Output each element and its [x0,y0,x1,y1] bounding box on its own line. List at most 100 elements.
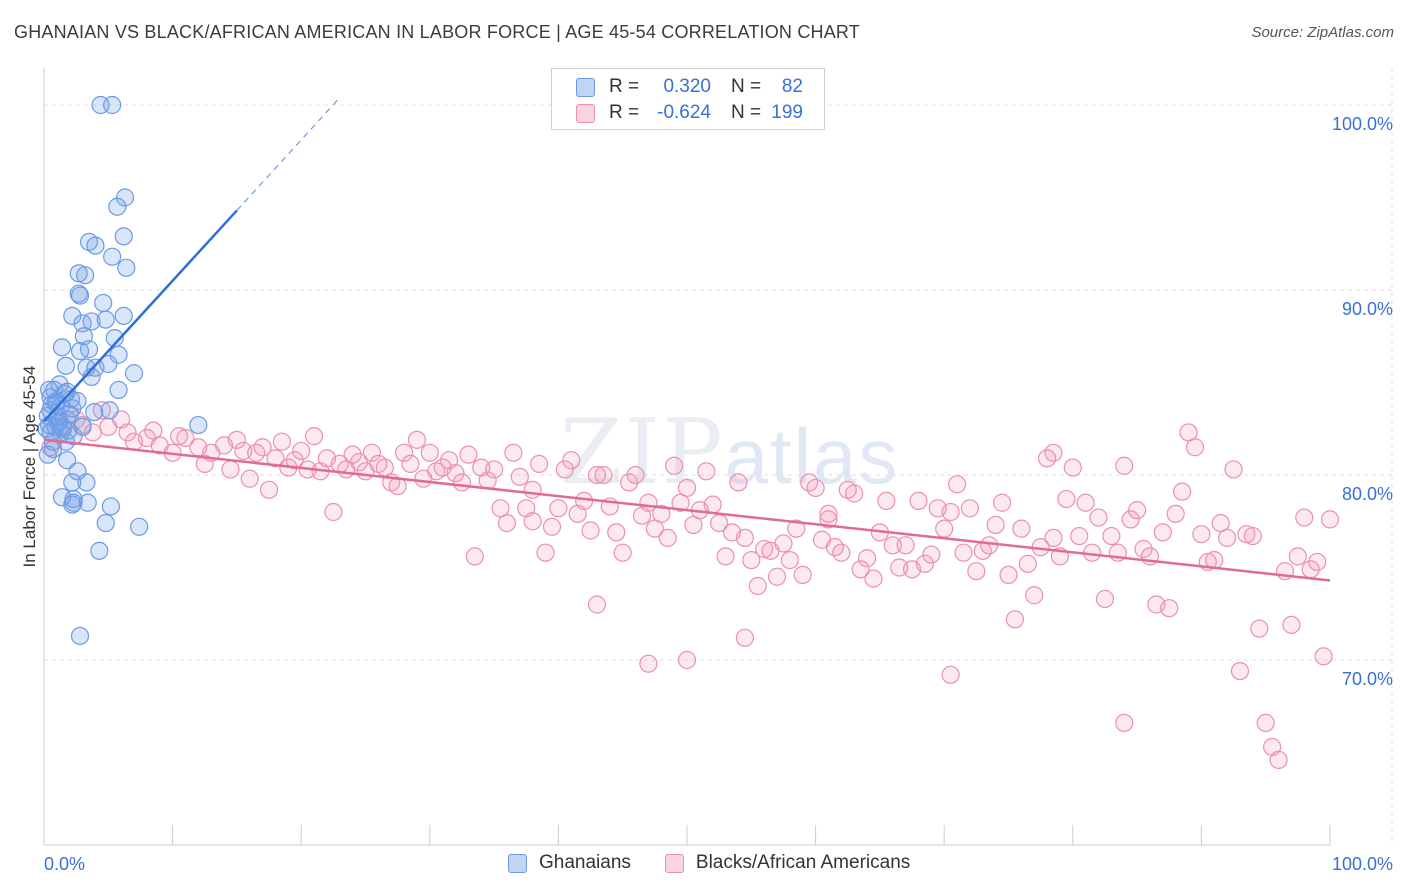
data-point-black [504,443,523,462]
data-point-black [542,517,562,536]
data-point-ghanaian [99,354,118,374]
data-point-ghanaian [86,236,105,255]
data-point-black [176,428,195,448]
data-point-black [420,443,439,462]
data-point-black [1095,589,1115,609]
y-tick-label: 80.0% [1342,484,1393,504]
data-point-ghanaian [103,247,122,266]
data-point-black [1005,610,1025,629]
data-point-black [1166,504,1185,523]
data-point-black [240,469,259,488]
data-point-black [253,438,272,457]
data-point-black [1115,456,1134,475]
data-point-black [594,465,613,485]
legend-r-label: R = [609,76,640,97]
data-point-black [285,451,304,470]
data-point-black [954,543,973,562]
legend-swatch-pink [576,103,595,123]
data-point-ghanaian [69,264,88,283]
data-point-black [1018,554,1037,573]
data-point-black [864,569,883,588]
data-point-black [1250,619,1269,638]
data-point-ghanaian [101,497,120,516]
data-point-black [401,454,420,473]
data-point-black [1102,526,1121,546]
data-point-black [259,480,279,499]
data-point-black [806,478,825,498]
legend-n-value: 199 [771,102,803,123]
data-point-ghanaian [79,340,99,359]
data-point-black [915,554,935,573]
data-point-black [1192,525,1211,544]
data-point-ghanaian [40,380,59,399]
data-point-ghanaian [76,266,95,285]
data-point-black [465,547,484,566]
data-point-black [523,480,542,499]
data-point-black [1314,647,1333,666]
axes [43,68,1331,846]
data-point-black [947,475,967,494]
legend-item-blacks[interactable]: Blacks/African Americans [664,852,910,874]
y-tick-label: 90.0% [1342,299,1393,319]
data-point-black [620,473,639,492]
data-point-black [343,445,362,464]
data-point-black [748,576,767,596]
legend-swatch-pink [664,853,684,873]
data-point-black [845,484,864,503]
data-point-black [1288,547,1307,566]
data-point-black [549,499,568,518]
data-point-black [587,595,607,614]
data-point-black [221,460,240,479]
data-point-ghanaian [96,513,115,533]
data-point-ghanaian [108,197,127,216]
data-point-black [510,467,529,486]
data-point-ghanaian [78,493,97,512]
legend-label-ghanaians: Ghanaians [539,852,631,873]
data-point-ghanaian [85,403,104,422]
data-point-black [665,456,684,475]
source-label[interactable]: Source: ZipAtlas.com [1251,24,1394,41]
data-point-ghanaian [96,310,115,329]
data-point-black [851,560,870,579]
data-point-black [909,491,928,510]
data-point-ghanaian [73,314,92,333]
data-point-black [1057,489,1076,509]
data-point-black [626,465,645,485]
data-point-black [349,452,369,472]
trend-lines [43,97,1331,582]
data-point-black [767,567,787,586]
legend-item-ghanaians[interactable]: Ghanaians [508,852,631,874]
data-point-black [999,565,1018,585]
data-point-black [407,430,427,449]
data-point-black [266,449,285,468]
data-point-black [857,549,877,568]
y-tick-label: 100.0% [1332,114,1393,134]
data-point-black [607,523,626,542]
data-point-black [787,519,806,538]
data-point-black [729,473,748,492]
x-tick-label: 100.0% [1332,854,1393,874]
data-point-black [195,454,214,473]
data-point-black [793,565,812,585]
data-point-ghanaian [117,258,136,277]
data-point-ghanaian [130,517,149,536]
data-point-black [742,550,761,570]
data-point-black [1230,661,1250,681]
data-point-black [819,510,838,529]
data-point-black [703,495,722,514]
data-point-black [1160,599,1179,618]
data-point-black [774,534,793,553]
data-point-ghanaian [73,417,92,436]
data-point-black [941,502,960,522]
data-point-black [1282,615,1301,634]
data-point-ghanaian [100,401,119,420]
data-point-black [1070,526,1089,546]
data-point-black [118,423,137,442]
data-point-ghanaian [82,312,101,331]
data-point-black [658,528,677,548]
data-point-black [716,547,735,566]
y-axis-label: In Labor Force | Age 45-54 [20,366,39,568]
data-point-black [613,543,632,562]
data-point-black [452,473,472,492]
chart-title: GHANAIAN VS BLACK/AFRICAN AMERICAN IN LA… [14,22,860,42]
